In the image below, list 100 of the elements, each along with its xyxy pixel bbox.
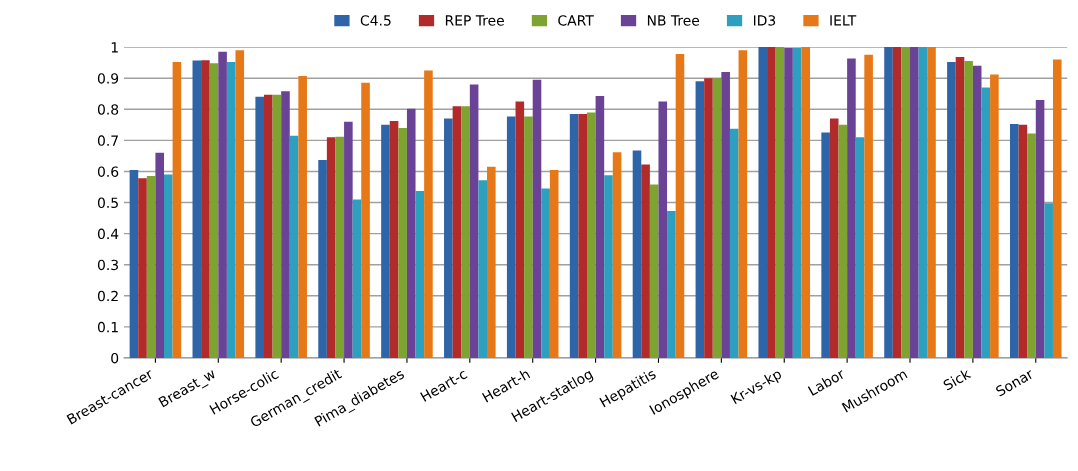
bar <box>461 106 470 358</box>
bar <box>424 70 433 358</box>
bar <box>918 47 928 358</box>
bar <box>146 176 156 358</box>
bar <box>415 191 425 358</box>
bar <box>326 137 336 358</box>
bar <box>192 60 202 358</box>
legend-label: IELT <box>830 15 857 26</box>
y-tick-label: 0.2 <box>97 290 118 302</box>
bar <box>901 47 911 358</box>
bar <box>549 169 559 358</box>
bar <box>226 62 236 358</box>
bar <box>612 152 622 358</box>
bar <box>209 63 219 358</box>
bar <box>398 127 407 358</box>
bar <box>884 47 893 358</box>
bar <box>1018 124 1028 358</box>
bar <box>172 62 182 358</box>
x-tick-label: Sick <box>942 367 972 391</box>
bar <box>947 62 956 358</box>
bar <box>361 82 370 358</box>
bar <box>955 57 965 358</box>
bar <box>767 47 776 358</box>
bar <box>972 65 982 358</box>
bar <box>478 180 488 358</box>
bar <box>352 199 362 358</box>
bar <box>821 132 830 358</box>
bar <box>469 84 479 358</box>
bar <box>164 174 173 358</box>
bar <box>784 48 793 358</box>
y-tick-label: 0.4 <box>97 228 119 240</box>
bar <box>138 178 147 358</box>
bar <box>758 47 768 358</box>
bar <box>389 121 399 358</box>
bar <box>855 137 865 358</box>
bar <box>595 95 605 358</box>
bar <box>129 169 139 358</box>
bar <box>344 121 353 358</box>
bar <box>667 210 676 358</box>
bar <box>649 184 659 358</box>
bar <box>892 47 902 358</box>
bar <box>235 50 245 358</box>
bar <box>801 47 811 358</box>
legend-label: ID3 <box>753 15 776 26</box>
legend-label: NB Tree <box>647 15 700 26</box>
bar <box>738 50 748 358</box>
bar <box>695 81 705 358</box>
bar <box>569 113 579 358</box>
bar <box>1044 203 1053 358</box>
bar <box>927 47 936 358</box>
bar <box>298 76 307 358</box>
bar <box>658 101 668 358</box>
bar <box>272 94 282 358</box>
y-tick-label: 0.9 <box>97 73 119 84</box>
bar <box>452 106 462 358</box>
bar <box>318 159 327 358</box>
bar <box>792 48 802 358</box>
bar <box>515 101 525 358</box>
bar <box>1052 59 1062 358</box>
y-tick-label: 1 <box>111 42 118 53</box>
y-tick-label: 0.3 <box>97 259 118 271</box>
y-tick-label: 0.5 <box>97 197 118 208</box>
bar <box>263 94 273 358</box>
bar <box>964 61 973 358</box>
bar <box>632 150 642 358</box>
bar <box>712 78 722 358</box>
bar <box>541 188 550 358</box>
bar <box>981 87 991 358</box>
bar <box>847 58 856 358</box>
bar <box>587 112 596 358</box>
bar <box>990 74 999 358</box>
bar <box>281 91 290 358</box>
bar <box>729 128 739 358</box>
bar <box>775 47 785 358</box>
bar <box>1010 123 1019 358</box>
bar <box>201 60 210 358</box>
bar <box>704 78 713 358</box>
y-tick-label: 0.7 <box>97 135 118 146</box>
bar <box>838 124 848 358</box>
bar <box>578 113 587 358</box>
y-tick-label: 0 <box>111 352 119 364</box>
bar <box>910 47 919 358</box>
y-tick-label: 0.8 <box>97 104 119 115</box>
bar <box>829 118 839 358</box>
bar <box>864 54 873 358</box>
bar <box>721 71 730 358</box>
bar <box>641 164 650 358</box>
bar <box>218 51 227 358</box>
bar <box>289 135 299 358</box>
bar <box>487 166 496 358</box>
bar <box>1027 133 1036 358</box>
bar <box>335 136 345 358</box>
bar <box>1035 99 1045 358</box>
bar <box>506 116 516 358</box>
legend-label: C4.5 <box>360 15 391 26</box>
bar <box>444 118 453 358</box>
bar <box>604 175 613 358</box>
y-tick-label: 0.6 <box>97 166 119 177</box>
bar <box>532 79 542 358</box>
bar <box>381 124 390 358</box>
